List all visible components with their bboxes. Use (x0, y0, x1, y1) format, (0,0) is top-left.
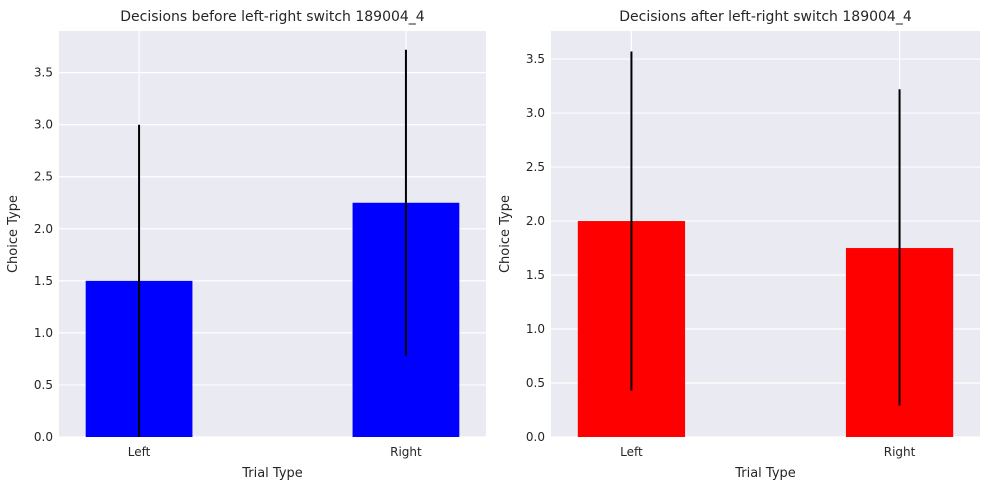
y-tick-label: 3.0 (526, 106, 545, 120)
x-tick-label: Left (620, 445, 643, 459)
y-tick-label: 3.5 (34, 66, 53, 80)
x-axis-label: Trial Type (241, 466, 303, 481)
y-tick-label: 2.0 (526, 214, 545, 228)
y-tick-label: 1.0 (526, 322, 545, 336)
x-tick-label: Right (884, 445, 916, 459)
y-axis-label: Choice Type (6, 195, 21, 273)
y-tick-label: 0.5 (526, 376, 545, 390)
chart-panel-after: 0.0 0.5 1.0 1.5 2.0 2.5 3.0 3.5 Left Right Decisio… (498, 9, 980, 481)
y-tick-label: 2.5 (34, 170, 53, 184)
y-tick-label: 0.5 (34, 378, 53, 392)
chart-title: Decisions after left-right switch 189004… (619, 9, 912, 25)
y-tick-label: 1.0 (34, 326, 53, 340)
x-tick-label: Left (128, 445, 151, 459)
y-tick-label: 3.5 (526, 52, 545, 66)
y-tick-label: 0.0 (34, 430, 53, 444)
x-tick-label: Right (390, 445, 422, 459)
chart-title: Decisions before left-right switch 18900… (120, 9, 425, 25)
y-tick-label: 2.5 (526, 160, 545, 174)
y-tick-label: 1.5 (34, 274, 53, 288)
y-axis-label: Choice Type (498, 195, 513, 273)
chart-panel-before: 0.0 0.5 1.0 1.5 2.0 2.5 3.0 3.5 Left Right Decisio… (6, 9, 486, 481)
y-tick-label: 2.0 (34, 222, 53, 236)
y-tick-label: 0.0 (526, 430, 545, 444)
y-tick-label: 1.5 (526, 268, 545, 282)
x-axis-label: Trial Type (734, 466, 796, 481)
y-tick-label: 3.0 (34, 118, 53, 132)
